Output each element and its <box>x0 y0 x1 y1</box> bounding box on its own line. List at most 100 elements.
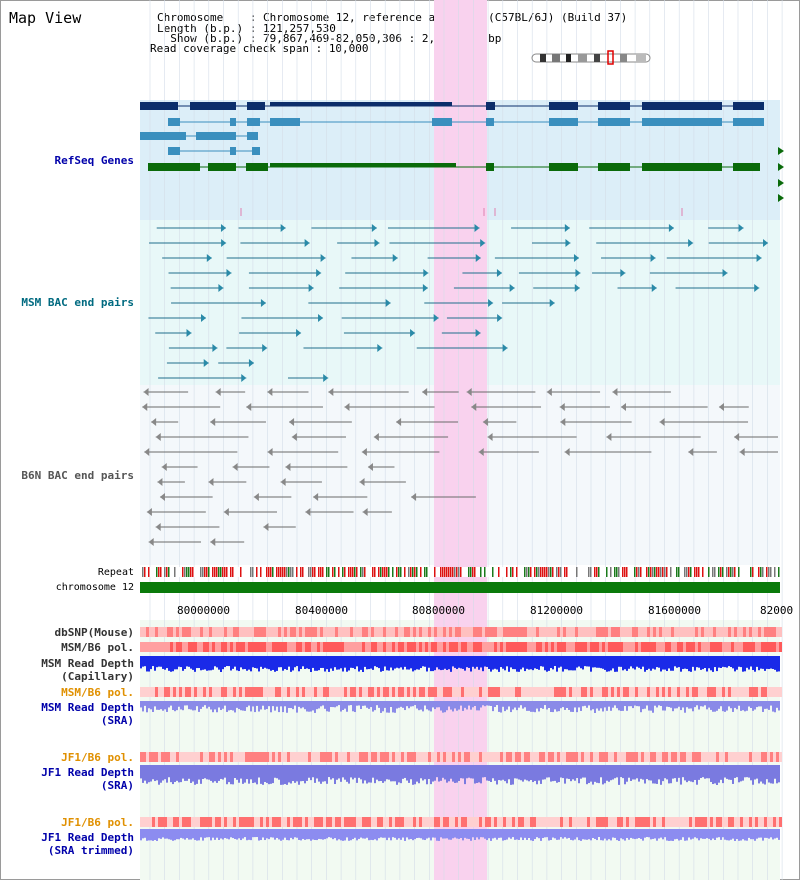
read-depth-bar <box>478 765 480 783</box>
gene-exon <box>190 102 236 110</box>
read-depth-bar <box>718 656 720 668</box>
read-depth-bar <box>288 701 290 708</box>
polymorphism-cell <box>152 627 155 637</box>
repeat-element <box>350 567 352 577</box>
read-depth-bar <box>730 656 732 668</box>
read-depth-bar <box>234 829 236 839</box>
polymorphism-cell <box>719 642 722 652</box>
read-depth-bar <box>302 765 304 782</box>
read-depth-bar <box>624 765 626 785</box>
b6n-bac-track-label[interactable]: B6N BAC end pairs <box>21 469 134 482</box>
refseq-track-label[interactable]: RefSeq Genes <box>54 154 134 167</box>
b6n-bac-end-icon <box>291 433 297 441</box>
read-depth-bar <box>342 656 344 672</box>
read-depth-bar <box>366 829 368 838</box>
read-depth-bar <box>426 829 428 839</box>
read-depth-bar <box>142 656 144 667</box>
read-depth-bar <box>298 656 300 672</box>
read-depth-bar <box>284 701 286 707</box>
read-depth-bar <box>156 656 158 668</box>
read-depth-bar <box>754 765 756 780</box>
read-depth-bar <box>620 701 622 711</box>
read-depth-bar <box>484 656 486 667</box>
read-depth-bar <box>684 829 686 841</box>
read-depth-bar <box>152 829 154 841</box>
read-depth-bar <box>722 656 724 667</box>
polymorphism-cell <box>512 627 515 637</box>
read-depth-bar <box>310 829 312 841</box>
read-depth-bar <box>720 701 722 707</box>
read-depth-bar <box>280 765 282 785</box>
read-depth-bar <box>510 829 512 839</box>
read-depth-bar <box>348 765 350 784</box>
polymorphism-cell <box>380 817 383 827</box>
msm-bac-track-label[interactable]: MSM BAC end pairs <box>21 296 134 309</box>
polymorphism-cell <box>653 627 656 637</box>
read-depth-bar <box>676 765 678 782</box>
polymorphism-cell <box>560 642 563 652</box>
read-depth-bar <box>164 829 166 839</box>
read-depth-bar <box>686 656 688 670</box>
polymorphism-cell <box>383 642 386 652</box>
polymorphism-cell <box>464 752 467 762</box>
polymorphism-cell <box>686 817 689 827</box>
read-depth-bar <box>608 701 610 707</box>
polymorphism-cell <box>629 752 632 762</box>
repeat-element <box>550 567 552 577</box>
polymorphism-cell <box>338 642 341 652</box>
polymorphism-cell <box>563 817 566 827</box>
polymorphism-cell <box>467 687 470 697</box>
read-depth-bar <box>226 701 228 712</box>
read-depth-bar <box>732 701 734 712</box>
polymorphism-cell <box>617 687 620 697</box>
polymorphism-cell <box>623 642 626 652</box>
read-depth-bar <box>596 701 598 709</box>
polymorphism-cell <box>758 627 761 637</box>
read-depth-bar <box>290 765 292 784</box>
polymorphism-cell <box>548 642 551 652</box>
read-depth-bar <box>462 701 464 711</box>
polymorphism-cell <box>680 642 683 652</box>
read-depth-bar <box>512 829 514 838</box>
read-depth-bar <box>640 656 642 670</box>
polymorphism-cell <box>767 627 770 637</box>
polymorphism-cell <box>140 687 143 697</box>
read-depth-bar <box>508 701 510 707</box>
coverage-line: Read coverage check span : 10,000 <box>150 43 369 54</box>
polymorphism-cell <box>176 687 179 697</box>
polymorphism-cell <box>239 752 242 762</box>
polymorphism-heat-tracks <box>140 627 782 827</box>
read-depth-bar <box>432 656 434 672</box>
polymorphism-cell <box>578 642 581 652</box>
read-depth-bar <box>434 765 436 781</box>
repeat-element <box>276 567 278 577</box>
polymorphism-cell <box>482 642 485 652</box>
read-depth-bar <box>346 656 348 672</box>
repeat-element <box>734 567 736 577</box>
read-depth-bar <box>514 656 516 670</box>
read-depth-bar <box>184 656 186 670</box>
read-depth-bar <box>526 656 528 669</box>
read-depth-bar <box>760 765 762 782</box>
read-depth-bar <box>740 656 742 668</box>
repeat-element <box>382 567 384 577</box>
polymorphism-cell <box>473 752 476 762</box>
polymorphism-cell <box>302 642 305 652</box>
polymorphism-cell <box>716 642 719 652</box>
polymorphism-cell <box>233 817 236 827</box>
read-depth-bar <box>658 701 660 706</box>
read-depth-bar <box>208 829 210 838</box>
read-depth-bar <box>524 765 526 780</box>
read-depth-bar <box>752 829 754 840</box>
read-depth-bar <box>620 656 622 667</box>
read-depth-bar <box>330 765 332 780</box>
read-depth-bar <box>582 829 584 840</box>
b6n-bac-end-icon <box>215 388 221 396</box>
polymorphism-cell <box>734 687 737 697</box>
read-depth-bar <box>680 829 682 840</box>
polymorphism-cell <box>650 687 653 697</box>
polymorphism-cell <box>236 642 239 652</box>
read-depth-bar <box>268 656 270 670</box>
polymorphism-cell <box>218 817 221 827</box>
